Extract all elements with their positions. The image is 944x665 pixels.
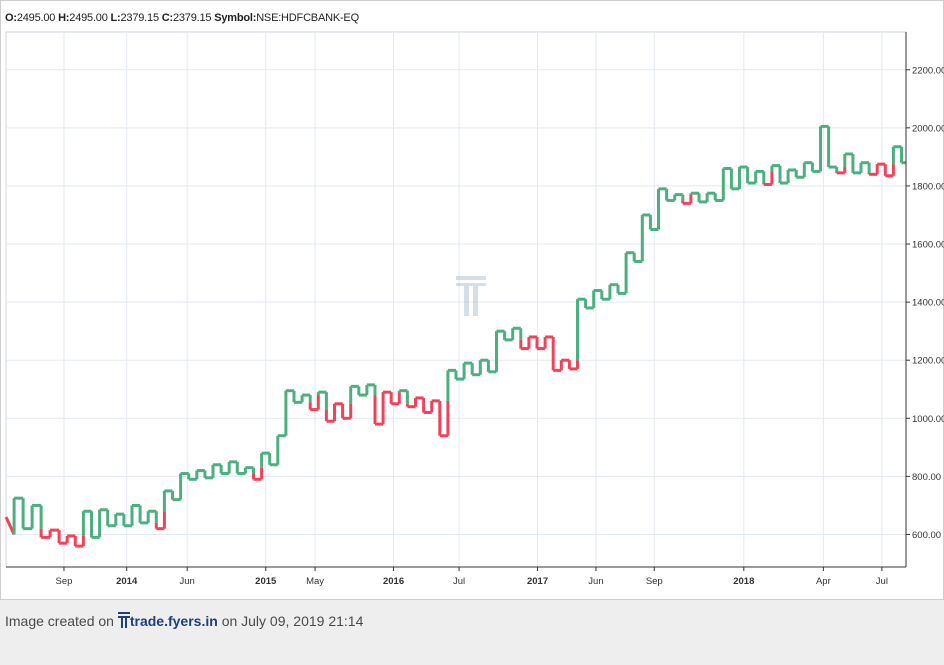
- x-tick-label: Apr: [816, 576, 831, 587]
- y-tick-label: 2000.00: [912, 123, 944, 134]
- y-tick-label: 800.00: [912, 472, 941, 483]
- x-tick-label: May: [306, 576, 324, 587]
- y-tick-label: 600.00: [912, 530, 941, 541]
- ohlc-readout: O:2495.00 H:2495.00 L:2379.15 C:2379.15 …: [5, 12, 359, 24]
- x-tick-label: 2017: [527, 576, 548, 587]
- high-label: H:: [58, 12, 70, 24]
- y-tick-label: 1600.00: [912, 240, 944, 251]
- grid-lines: [5, 31, 907, 568]
- symbol-label: Symbol:: [214, 12, 257, 24]
- open-label: O:: [5, 12, 17, 24]
- x-tick-label: 2018: [733, 576, 754, 587]
- close-label: C:: [161, 12, 173, 24]
- close-value: 2379.15: [172, 12, 212, 24]
- x-axis: Sep 2014 Jun 2015 May 2016 Jul 2017 Jun Sep 2018 Ap…: [6, 566, 906, 587]
- low-label: L:: [110, 12, 121, 24]
- open-value: 2495.00: [16, 12, 56, 24]
- y-tick-label: 1400.00: [912, 298, 944, 309]
- footer-prefix: Image created on: [5, 613, 114, 629]
- fyers-logo-icon: [117, 611, 130, 632]
- x-tick-label: Sep: [56, 576, 73, 587]
- chart-frame: [0, 0, 944, 600]
- footer: Image created on trade.fyers.in on July …: [5, 611, 363, 632]
- x-tick-label: Jul: [876, 576, 888, 587]
- footer-suffix: on July 09, 2019 21:14: [221, 613, 364, 629]
- y-tick-label: 1800.00: [912, 181, 944, 192]
- y-tick-label: 2200.00: [912, 65, 944, 76]
- x-tick-label: 2015: [255, 576, 277, 587]
- watermark-logo: [456, 276, 486, 316]
- footer-brand-link[interactable]: trade.fyers.in: [129, 613, 218, 629]
- x-tick-label: 2016: [383, 576, 404, 587]
- high-value: 2495.00: [69, 12, 108, 24]
- y-tick-label: 1000.00: [912, 414, 944, 425]
- plot-border: [5, 31, 907, 568]
- kagi-chart[interactable]: 600.00 800.00 1000.00 1200.00 1400.00 1600.00…: [0, 0, 944, 600]
- x-tick-label: Jul: [453, 576, 465, 587]
- kagi-series: [4, 124, 906, 548]
- y-tick-label: 1200.00: [912, 356, 944, 367]
- x-tick-label: Jun: [588, 576, 603, 587]
- x-tick-label: 2014: [116, 576, 138, 587]
- y-axis: 600.00 800.00 1000.00 1200.00 1400.00 1600.00…: [905, 32, 944, 567]
- x-tick-label: Sep: [646, 576, 663, 587]
- low-value: 2379.15: [120, 12, 160, 24]
- symbol-value: NSE:HDFCBANK-EQ: [256, 12, 359, 24]
- x-tick-label: Jun: [180, 576, 195, 587]
